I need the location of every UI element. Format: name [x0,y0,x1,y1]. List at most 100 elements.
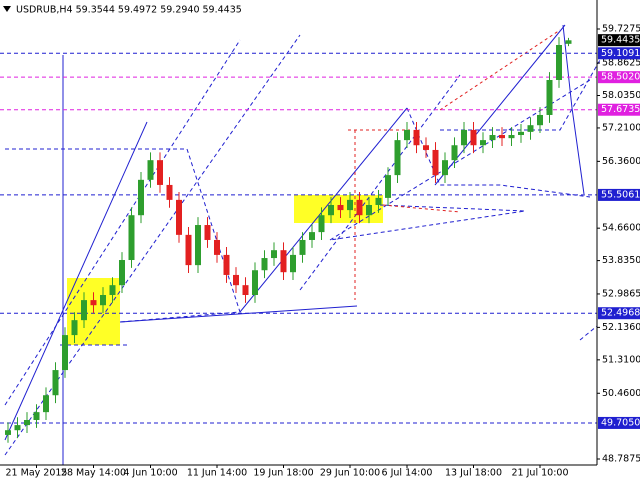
y-tick-label: 58.8625 [602,57,640,68]
channel-line [4,39,241,406]
candle-body [195,225,201,266]
y-tick-label: 50.4600 [602,388,640,399]
candle-body [71,320,78,336]
candle-body [5,430,11,435]
x-tick-label: 4 Jun 10:00 [123,468,177,479]
x-tick-label: 29 Jun 10:00 [320,468,380,479]
y-tick-label: 48.7875 [602,454,640,465]
y-tick-label: 54.6600 [602,223,640,234]
price-tag [598,416,640,429]
candle-body [14,425,21,431]
channel-line [440,59,601,131]
y-tick-label: 51.3100 [602,354,640,365]
channel-line [5,148,241,323]
price-tag [598,71,640,84]
candle-body [90,300,97,306]
trend-line [119,305,358,323]
candle-body [508,135,515,139]
candle-body [404,129,410,141]
candle-body [318,215,325,233]
candle-body [394,140,401,176]
levels [0,52,597,424]
y-tick-label: 56.3600 [602,156,640,167]
candle-body [290,254,296,273]
red-line [382,204,461,213]
candle-body [385,175,391,198]
candle-body [328,204,334,216]
candle-body [185,234,192,266]
candle-body [24,419,30,426]
candle-body [366,204,372,216]
candle-body [556,45,562,80]
x-tick-label: 6 Jul 14:00 [382,468,433,479]
candle-body [565,40,572,44]
candle-body [261,258,268,271]
candle-body [299,239,306,255]
x-tick-label: 21 May 2015 [6,468,68,479]
y-tick-label: 52.9865 [602,288,640,299]
candle-body [119,260,125,286]
candle-body [128,215,135,261]
candle-body [62,335,68,371]
price-tag [598,103,640,116]
price-tag-label: 57.6735 [601,104,640,115]
candle-body [157,160,163,185]
price-tag [598,307,640,320]
price-tag [598,34,640,47]
candle-body [81,300,87,321]
candle-body [461,129,467,146]
menu-icon[interactable] [3,6,11,12]
candle-body [442,160,448,176]
candle-body [527,125,534,132]
candle-body [43,395,49,413]
candle-body [480,140,486,146]
candle-body [52,370,59,396]
channel-line [299,74,461,291]
candles [5,37,572,443]
trend-line [239,107,408,313]
candle-body [252,270,258,295]
chart-title: USDRUB,H4 59.3544 59.4972 59.2940 59.443… [16,5,242,16]
candle-body [109,285,116,295]
y-tick-label: 59.7275 [602,23,640,34]
price-tag-label: 59.1091 [601,48,640,59]
channel-line [406,107,591,198]
candle-body [451,145,458,161]
candle-body [33,412,40,420]
x-tick-label: 28 May 14:00 [61,468,126,479]
candle-body [423,145,429,150]
axis-labels: 59.7275 58.8625 58.0350 57.2100 56.3600 54.66… [6,23,640,479]
price-tag-label: 52.4968 [601,308,640,319]
candle-body [518,131,524,136]
channel-line [579,325,598,341]
candle-body [356,199,363,216]
candle-body [337,204,344,211]
price-tag-label: 55.5061 [601,189,640,200]
candle-body [242,285,249,295]
trend-line [4,121,148,441]
candle-body [204,225,211,240]
x-tick-label: 19 Jun 18:00 [253,468,313,479]
candle-body [309,232,315,240]
candle-body [375,197,382,205]
candle-body [214,239,220,255]
candle-body [413,129,420,146]
candle-body [499,135,505,139]
candle-body [138,179,144,216]
x-tick-label: 13 Jul 18:00 [445,468,502,479]
candle-body [347,199,353,211]
price-tag-label: 59.4435 [601,35,640,46]
price-tag-label: 49.7050 [601,417,640,428]
candle-body [280,250,287,273]
channel-line [329,204,526,241]
candle-body [537,114,543,126]
forecast-line [562,24,585,195]
candle-body [100,294,106,306]
candle-body [489,135,496,141]
y-tick-label: 53.8350 [602,255,640,266]
y-tick-label: 58.0350 [602,90,640,101]
price-tag-label: 58.5020 [601,72,640,83]
x-tick-label: 11 Jun 14:00 [187,468,247,479]
